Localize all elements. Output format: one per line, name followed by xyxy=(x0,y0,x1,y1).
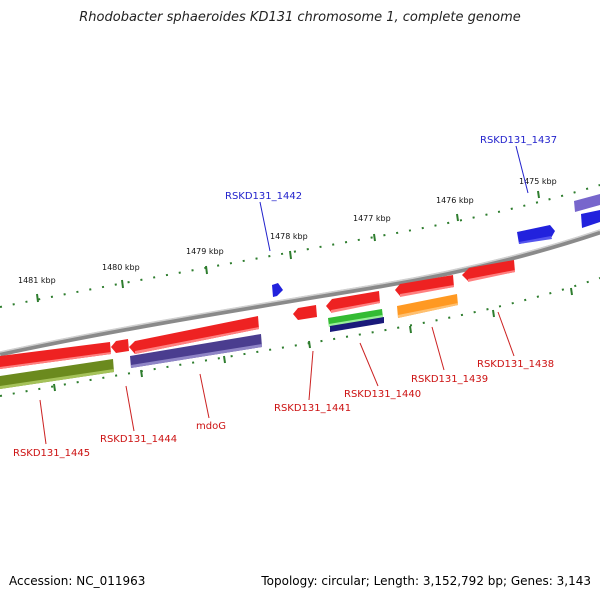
gene-rskd131-1444[interactable] xyxy=(111,339,129,353)
gene-label[interactable]: RSKD131_1441 xyxy=(274,403,351,414)
gene-mdog[interactable] xyxy=(129,316,262,368)
gene-label[interactable]: RSKD131_1437 xyxy=(480,135,557,146)
kbp-label: 1479 kbp xyxy=(186,247,224,256)
gene-label[interactable]: RSKD131_1440 xyxy=(344,389,421,400)
kbp-label: 1477 kbp xyxy=(353,214,391,223)
accession-text: Accession: NC_011963 xyxy=(9,574,146,588)
kbp-label: 1481 kbp xyxy=(18,276,56,285)
kbp-label: 1476 kbp xyxy=(436,196,474,205)
gene-rskd131-1438[interactable] xyxy=(462,260,515,282)
gene-label[interactable]: mdoG xyxy=(196,421,226,432)
kbp-label: 1480 kbp xyxy=(102,263,140,272)
gene-rskd131-1441[interactable] xyxy=(293,305,317,320)
gene-label[interactable]: RSKD131_1444 xyxy=(100,434,177,445)
gene-rskd131-1439[interactable] xyxy=(395,275,458,318)
gene-rskd131-1445[interactable] xyxy=(0,342,114,389)
chromosome-backbone xyxy=(0,229,600,357)
gene-label[interactable]: RSKD131_1442 xyxy=(225,191,302,202)
gene-rskd131-1440[interactable] xyxy=(326,291,384,332)
major-ticks xyxy=(36,190,573,392)
genome-stats-text: Topology: circular; Length: 3,152,792 bp… xyxy=(261,574,591,588)
map-title: Rhodobacter sphaeroides KD131 chromosome… xyxy=(79,10,521,25)
outer-tick-ring xyxy=(0,184,600,308)
kbp-label: 1475 kbp xyxy=(519,177,557,186)
kbp-label: 1478 kbp xyxy=(270,232,308,241)
gene-label[interactable]: RSKD131_1445 xyxy=(13,448,90,459)
gene-rskd131-1442[interactable] xyxy=(272,283,283,297)
gene-label[interactable]: RSKD131_1439 xyxy=(411,374,488,385)
gene-label[interactable]: RSKD131_1438 xyxy=(477,359,554,370)
gene-rskd131-1437[interactable] xyxy=(517,194,600,244)
